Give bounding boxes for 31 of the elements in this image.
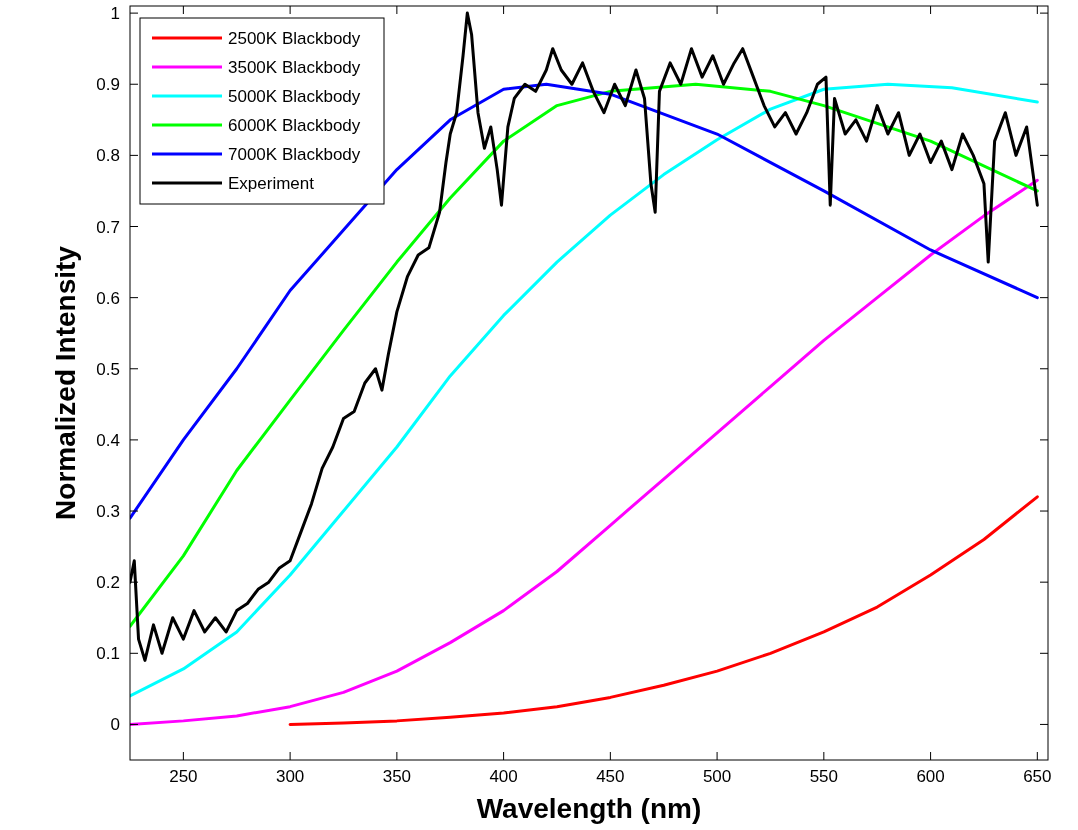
x-tick-label: 300 (275, 767, 305, 786)
y-tick-label: 0.3 (96, 502, 120, 522)
legend-label: 7000K Blackbody (228, 145, 361, 164)
line-series (288, 495, 1039, 726)
x-tick-label: 500 (702, 767, 732, 786)
line-series (130, 82, 1039, 520)
y-tick-label: 0.9 (96, 75, 120, 95)
legend-label: 6000K Blackbody (228, 116, 361, 135)
x-tick-label: 350 (382, 767, 412, 786)
x-tick-label: 450 (596, 767, 625, 786)
y-tick-label: 0.8 (96, 146, 120, 166)
line-series (130, 178, 1039, 726)
y-axis-title: Normalized Intensity (50, 245, 81, 520)
x-tick-label: 650 (1023, 767, 1052, 786)
legend-label: Experiment (228, 174, 315, 193)
y-tick-label: 0.4 (96, 430, 120, 450)
x-tick-label: 250 (169, 767, 198, 786)
y-tick-label: 1 (110, 4, 120, 24)
legend-label: 5000K Blackbody (228, 87, 361, 106)
legend-label: 2500K Blackbody (228, 29, 361, 48)
x-tick-label: 550 (809, 767, 839, 786)
x-tick-label: 600 (916, 767, 945, 786)
y-tick-label: 0.5 (96, 359, 120, 379)
x-axis-title: Wavelength (nm) (476, 793, 702, 824)
legend-label: 3500K Blackbody (228, 58, 361, 77)
y-tick-label: 0 (110, 715, 120, 735)
y-tick-label: 0.2 (96, 573, 120, 593)
x-tick-label: 400 (489, 767, 518, 786)
y-tick-label: 0.1 (96, 644, 120, 664)
y-tick-label: 0.7 (96, 217, 120, 237)
y-tick-label: 0.6 (96, 288, 120, 308)
